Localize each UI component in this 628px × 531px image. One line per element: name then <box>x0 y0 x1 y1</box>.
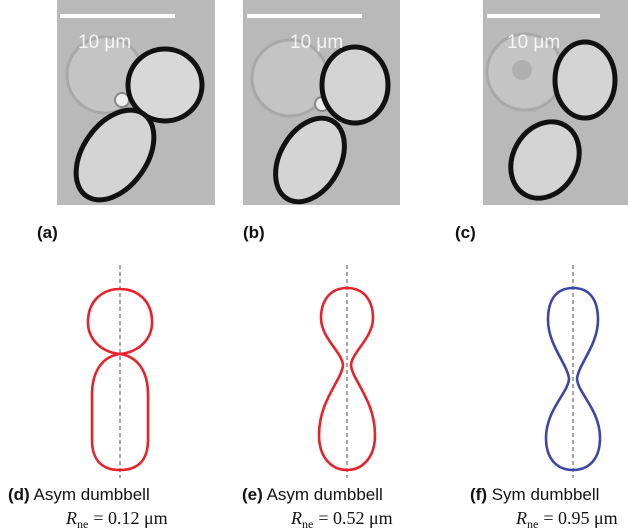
radius-subscript: ne <box>527 517 538 531</box>
radius-value: = 0.12 μm <box>93 508 167 528</box>
symmetry-axes <box>119 265 574 478</box>
scale-bar-label: 10 μm <box>507 32 560 53</box>
radius: Rne = 0.52 μm <box>290 508 393 531</box>
radius-symbol: R <box>65 508 77 528</box>
micrograph-a: 10 μm <box>57 0 215 205</box>
radius: Rne = 0.12 μm <box>65 508 168 531</box>
shape-d <box>86 287 154 472</box>
caption: (e) Asym dumbbell <box>242 485 383 504</box>
caption-label: (f) <box>470 485 487 504</box>
panel-label: (b) <box>243 223 265 242</box>
radius-subscript: ne <box>302 517 313 531</box>
caption-name: Asym dumbbell <box>267 485 383 504</box>
radius-symbol: R <box>290 508 302 528</box>
radius-subscript: ne <box>77 517 88 531</box>
radius-value: = 0.95 μm <box>543 508 617 528</box>
caption-label: (e) <box>242 485 263 504</box>
shape-f <box>544 286 602 472</box>
caption-name: Asym dumbbell <box>34 485 150 504</box>
radius-symbol: R <box>515 508 527 528</box>
panel-label: (c) <box>455 223 476 242</box>
radius: Rne = 0.95 μm <box>515 508 618 531</box>
caption-name: Sym dumbbell <box>492 485 600 504</box>
micrograph-b: 10 μm <box>243 0 400 205</box>
scale-bar-label: 10 μm <box>290 32 343 53</box>
caption-label: (d) <box>8 485 30 504</box>
micrograph-c: 10 μm <box>483 0 628 205</box>
radius-value: = 0.52 μm <box>318 508 392 528</box>
caption: (d) Asym dumbbell <box>8 485 150 504</box>
scale-bar-label: 10 μm <box>78 32 131 53</box>
panel-label: (a) <box>37 223 58 242</box>
shape-e <box>317 286 377 472</box>
caption: (f) Sym dumbbell <box>470 485 599 504</box>
